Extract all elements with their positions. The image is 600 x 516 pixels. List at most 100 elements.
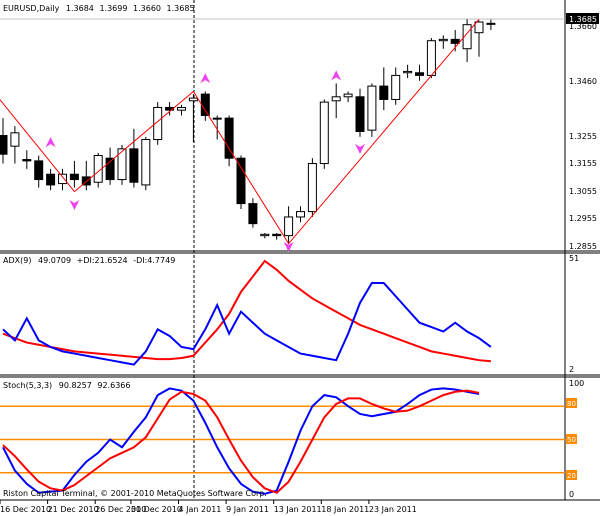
candle-bullish[interactable] (438, 38, 448, 42)
adx-panel[interactable] (2, 259, 492, 366)
fractal-up-arrow-icon (331, 70, 342, 81)
stoch-level-50-label: 50 (567, 436, 576, 444)
candle-bullish[interactable] (296, 211, 305, 218)
candle-bearish[interactable] (200, 93, 210, 116)
candle-bearish[interactable] (355, 96, 365, 132)
stoch-panel-header: Stoch(5,3,3) 90.8257 92.6366 (3, 381, 130, 390)
adx-header-di-minus: -DI:4.7749 (133, 256, 175, 265)
candle-bullish[interactable] (307, 163, 317, 213)
price-tick-label: 1.3155 (569, 159, 597, 168)
price-tick-label: 1.2955 (569, 214, 597, 223)
panel-frames (0, 0, 600, 501)
stoch-level-20-box (566, 470, 577, 480)
time-tick-label: 13 Jan 2011 (274, 505, 322, 514)
adx-tick-label: 2 (569, 365, 574, 374)
price-header-open: 1.3684 (66, 4, 94, 13)
candle-bearish[interactable] (105, 157, 115, 181)
candle-bullish[interactable] (486, 22, 496, 25)
stoch-level-20-label: 20 (567, 472, 576, 480)
stoch-title: Stoch(5,3,3) (3, 381, 52, 390)
time-tick-label: 18 Jan 2011 (321, 505, 369, 514)
candle-bullish[interactable] (319, 101, 329, 165)
time-tick-label: 9 Jan 2011 (226, 505, 269, 514)
price-header-high: 1.3699 (99, 4, 127, 13)
adx-line (2, 259, 491, 363)
current-price-box (566, 13, 599, 24)
candle-bearish[interactable] (0, 135, 8, 155)
stoch-level-80-box (566, 398, 577, 408)
time-tick-label: 30 Dec 2010 (131, 505, 182, 514)
candle-bearish[interactable] (81, 176, 91, 186)
fractal-down-arrow-icon (69, 199, 80, 210)
candle-bullish[interactable] (117, 148, 127, 181)
candle-bearish[interactable] (165, 106, 175, 111)
candle-bearish[interactable] (129, 148, 139, 183)
adx-panel-header: ADX(9) 49.0709 +DI:21.6524 -DI:4.7749 (3, 256, 175, 265)
candle-bearish[interactable] (415, 72, 424, 76)
candle-bullish[interactable] (93, 155, 103, 183)
time-tick-label: 23 Jan 2011 (369, 505, 417, 514)
stoch-panel[interactable] (0, 387, 565, 495)
candle-bullish[interactable] (331, 96, 341, 102)
candle-bullish[interactable] (343, 93, 353, 98)
stoch-level-80-label: 80 (567, 400, 576, 408)
copyright-text: Riston Capital Terminal, © 2001-2010 Met… (3, 489, 267, 498)
candle-bearish[interactable] (46, 173, 56, 186)
price-tick-label: 1.3055 (569, 187, 597, 196)
time-tick-label: 16 Dec 2010 (0, 505, 51, 514)
adx-title: ADX(9) (3, 256, 31, 265)
candle-bullish[interactable] (260, 233, 270, 237)
price-tick-label: 1.3255 (569, 132, 597, 141)
stoch-main-line (2, 387, 480, 495)
candle-bullish[interactable] (403, 70, 413, 74)
candle-bullish[interactable] (141, 139, 151, 186)
adx-header-value: 49.0709 (38, 256, 71, 265)
candle-bearish[interactable] (69, 173, 79, 181)
zigzag-line (0, 19, 480, 245)
candle-bullish[interactable] (462, 24, 472, 50)
time-tick-label: 26 Dec 2010 (95, 505, 146, 514)
candle-bullish[interactable] (58, 173, 67, 185)
candle-bullish[interactable] (188, 97, 198, 102)
candle-bearish[interactable] (224, 117, 234, 159)
candle-bearish[interactable] (236, 157, 246, 205)
candle-bearish[interactable] (272, 233, 282, 237)
candle-bearish[interactable] (34, 160, 44, 181)
stoch-header-signal: 92.6366 (97, 381, 130, 390)
fractal-down-arrow-icon (355, 143, 365, 154)
stoch-level-50-box (566, 434, 577, 444)
candle-bearish[interactable] (450, 38, 460, 44)
price-tick-label: 1.2855 (569, 242, 597, 251)
candle-bearish[interactable] (248, 203, 258, 225)
fractal-up-arrow-icon (200, 73, 211, 84)
candle-bearish[interactable] (379, 85, 389, 100)
price-header-close: 1.3685 (167, 4, 195, 13)
candle-bullish[interactable] (177, 106, 186, 111)
candle-bullish[interactable] (474, 21, 484, 34)
di-plus-line (2, 282, 492, 366)
adx-tick-label: 51 (569, 254, 579, 263)
fractal-down-arrow-icon (283, 241, 294, 252)
stoch-header-main: 90.8257 (59, 381, 92, 390)
price-panel-header: EURUSD,Daily 1.3684 1.3699 1.3660 1.3685 (3, 4, 195, 13)
stoch-tick-label: 100 (569, 379, 584, 388)
candle-bearish[interactable] (22, 159, 32, 162)
stoch-signal-line (2, 389, 480, 494)
candle-bullish[interactable] (10, 132, 20, 147)
candle-bullish[interactable] (153, 106, 163, 141)
time-tick-label: 21 Dec 2010 (48, 505, 99, 514)
candle-bullish[interactable] (391, 74, 401, 100)
time-tick-label: 4 Jan 2011 (179, 505, 222, 514)
price-tick-label: 1.3660 (569, 22, 597, 31)
price-header-low: 1.3660 (133, 4, 161, 13)
candle-bullish[interactable] (284, 216, 294, 237)
price-tick-label: 1.3460 (569, 77, 597, 86)
candle-bullish[interactable] (426, 40, 436, 76)
adx-header-di-plus: +DI:21.6524 (77, 256, 128, 265)
price-panel[interactable] (0, 19, 496, 252)
candle-bullish[interactable] (212, 117, 222, 120)
stoch-tick-label: 0 (569, 490, 574, 499)
candle-bullish[interactable] (367, 85, 377, 131)
